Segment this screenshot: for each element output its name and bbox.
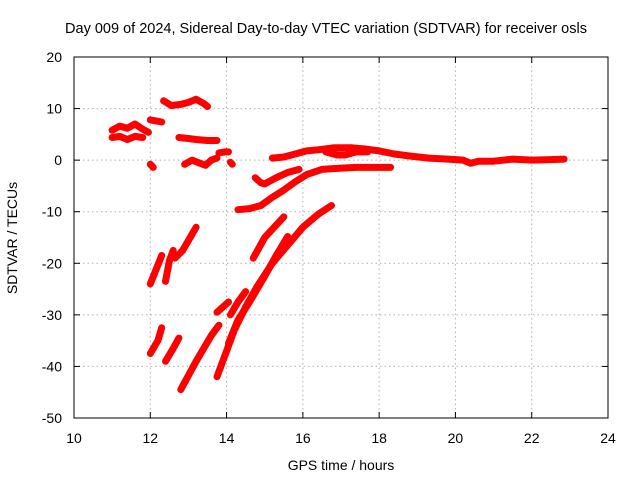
x-tick-label: 18 xyxy=(371,430,387,446)
series-arc-10 xyxy=(234,163,395,214)
series-arc-09 xyxy=(226,158,236,168)
series-arc-07 xyxy=(215,148,232,157)
x-tick-label: 24 xyxy=(600,430,616,446)
series-arc-15 xyxy=(162,246,177,285)
series-arc-24 xyxy=(249,213,288,262)
y-axis-title: SDTVAR / TECUs xyxy=(4,182,20,294)
series-arc-03 xyxy=(146,116,166,126)
series-arc-13 xyxy=(322,148,372,159)
series-arc-06 xyxy=(181,154,221,169)
series-arc-18 xyxy=(162,334,183,365)
series-arc-14 xyxy=(146,252,166,288)
y-tick-label: -40 xyxy=(42,358,62,374)
series-arc-08 xyxy=(146,160,157,171)
data-series xyxy=(108,95,568,394)
series-arc-23 xyxy=(213,298,232,316)
x-tick-label: 22 xyxy=(524,430,540,446)
plot-frame xyxy=(73,56,609,419)
series-arc-04 xyxy=(160,95,211,110)
x-tick-label: 12 xyxy=(142,430,158,446)
y-tick-labels: -50 -40 -30 -20 -10 0 10 20 xyxy=(42,49,62,426)
series-arc-17 xyxy=(146,324,166,357)
series-arc-12 xyxy=(268,144,568,167)
x-axis-title: GPS time / hours xyxy=(288,457,395,473)
series-arc-19 xyxy=(177,321,223,394)
y-tick-label: -50 xyxy=(42,410,62,426)
x-tick-label: 16 xyxy=(295,430,311,446)
series-arc-16 xyxy=(171,223,200,262)
grid-lines xyxy=(74,57,608,418)
y-tick-label: -20 xyxy=(42,255,62,271)
y-tick-label: -10 xyxy=(42,204,62,220)
series-arc-01 xyxy=(108,120,152,136)
series-arc-02 xyxy=(108,132,147,143)
x-tick-label: 10 xyxy=(66,430,82,446)
series-arc-22 xyxy=(226,288,250,319)
series-arc-11 xyxy=(251,165,303,188)
y-tick-label: 0 xyxy=(54,152,62,168)
y-tick-label: -30 xyxy=(42,307,62,323)
x-tick-label: 14 xyxy=(219,430,235,446)
y-tick-label: 10 xyxy=(46,101,62,117)
chart-title: Day 009 of 2024, Sidereal Day-to-day VTE… xyxy=(65,21,587,37)
y-tick-label: 20 xyxy=(46,49,62,65)
x-tick-labels: 10 12 14 16 18 20 22 24 xyxy=(66,430,616,446)
x-tick-label: 20 xyxy=(448,430,464,446)
series-arc-05 xyxy=(175,134,221,144)
series-arc-21 xyxy=(225,233,292,347)
